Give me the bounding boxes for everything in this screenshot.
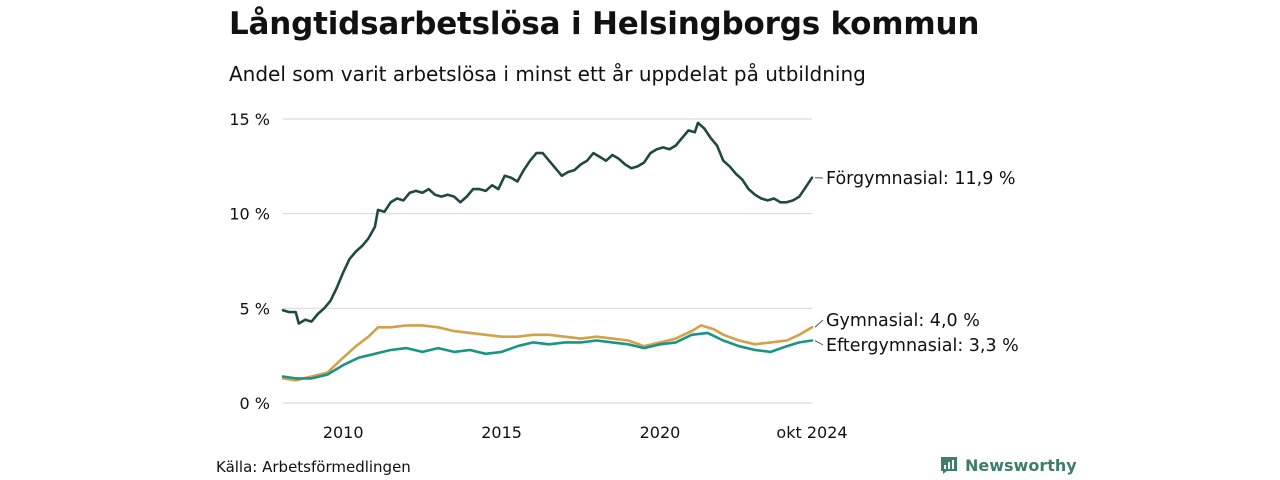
series-line — [281, 121, 814, 325]
y-tick-label: 5 % — [240, 299, 270, 318]
y-tick-label: 0 % — [240, 394, 270, 413]
brand-logo[interactable]: Newsworthy — [939, 455, 1077, 475]
series-end-label: Eftergymnasial: 3,3 % — [826, 336, 1019, 356]
x-tick-label: 2010 — [323, 423, 364, 442]
x-axis: 2010 2015 2020 okt 2024 — [323, 423, 848, 442]
x-tick-label: 2015 — [481, 423, 522, 442]
chart-subtitle: Andel som varit arbetslösa i minst ett å… — [229, 62, 866, 86]
y-tick-label: 10 % — [229, 205, 270, 224]
series-line — [281, 331, 814, 380]
series-line — [281, 324, 814, 382]
newsworthy-icon — [941, 457, 957, 474]
x-tick-label: okt 2024 — [776, 423, 847, 442]
label-connector — [814, 340, 824, 346]
series-end-labels: Förgymnasial: 11,9 % Gymnasial: 4,0 % Efte… — [814, 169, 1019, 356]
source-note: Källa: Arbetsförmedlingen — [216, 458, 411, 476]
x-tick-label: 2020 — [640, 423, 681, 442]
y-tick-label: 15 % — [229, 110, 270, 129]
series-end-label: Förgymnasial: 11,9 % — [826, 169, 1016, 189]
grid-lines — [283, 118, 812, 404]
series-end-label: Gymnasial: 4,0 % — [826, 311, 980, 331]
series-lines — [281, 121, 814, 382]
chart-title: Långtidsarbetslösa i Helsingborgs kommun — [229, 6, 980, 42]
brand-name: Newsworthy — [965, 455, 1077, 475]
y-axis: 0 % 5 % 10 % 15 % — [229, 110, 270, 413]
label-connector — [814, 319, 824, 328]
